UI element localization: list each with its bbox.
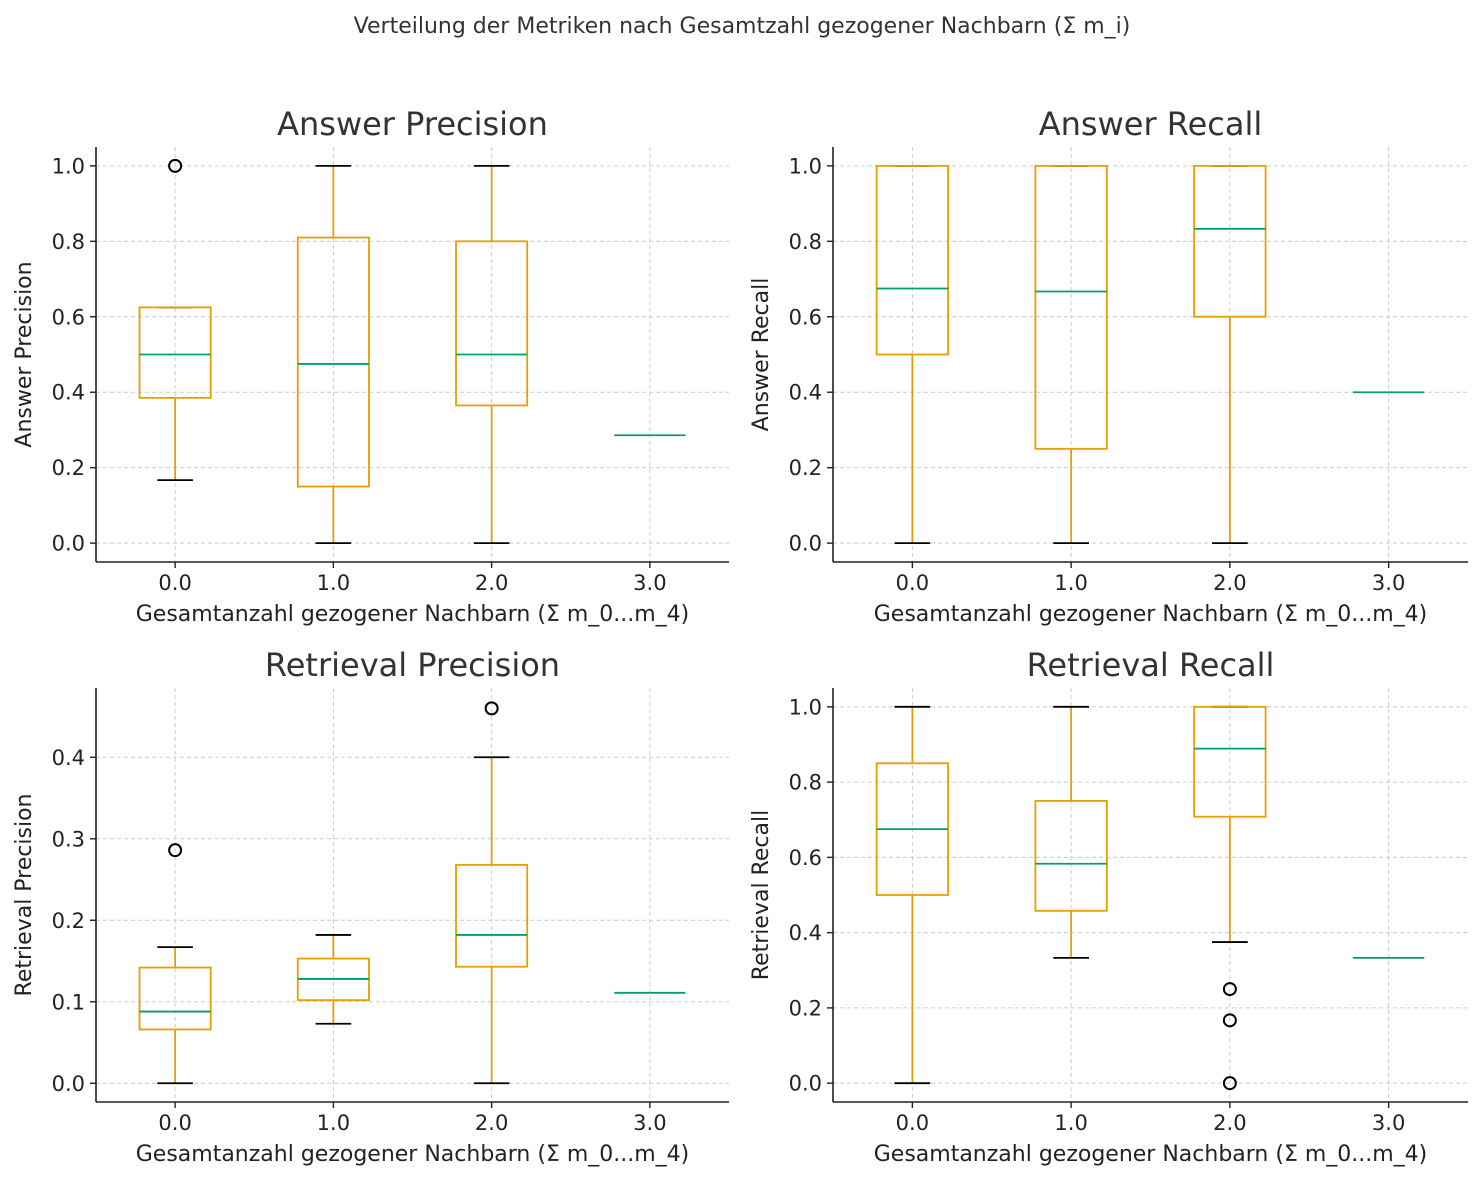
y-tick-label: 0.6 — [52, 305, 85, 329]
outlier-point — [1222, 982, 1237, 997]
x-tick-label: 0.0 — [158, 1111, 191, 1135]
figure-suptitle: Verteilung der Metriken nach Gesamtzahl … — [354, 14, 1131, 39]
box-2.0 — [455, 164, 529, 545]
x-tick-label: 2.0 — [1213, 1111, 1246, 1135]
y-tick-label: 0.0 — [52, 1072, 85, 1096]
y-tick-label: 1.0 — [52, 154, 85, 178]
outlier-point — [1222, 1013, 1237, 1028]
y-axis-label: Answer Recall — [749, 278, 774, 432]
y-tick-label: 0.2 — [52, 909, 85, 933]
box-0.0 — [875, 705, 949, 1085]
y-tick-label: 1.0 — [789, 154, 822, 178]
y-tick-label: 0.0 — [789, 532, 822, 556]
box-0.0 — [138, 843, 212, 1085]
x-axis-label: Gesamtanzahl gezogener Nachbarn (Σ m_0..… — [874, 1142, 1428, 1167]
subplot-grid: 0.0 0.2 0.4 0.6 0.8 1.0 0.0 1.0 2.0 3.0 Answer Pre… — [12, 105, 1468, 1167]
y-tick-label: 0.4 — [52, 746, 85, 770]
x-tick-label: 2.0 — [475, 1111, 508, 1135]
iqr-box — [1034, 800, 1108, 912]
x-tick-label: 0.0 — [896, 571, 929, 595]
outlier-point — [1222, 1076, 1237, 1091]
subplot-3: 0.0 0.1 0.2 0.3 0.4 0.0 1.0 2.0 3.0 Retrieval Pre… — [12, 646, 729, 1167]
iqr-box — [1193, 164, 1267, 318]
y-tick-label: 0.2 — [789, 996, 822, 1020]
y-tick-label: 0.4 — [52, 381, 85, 405]
subplot-4: 0.0 0.2 0.4 0.6 0.8 1.0 0.0 1.0 2.0 3.0 Retrieval … — [749, 646, 1468, 1167]
box-2.0 — [1193, 705, 1267, 1091]
y-tick-label: 0.4 — [789, 921, 822, 945]
iqr-box — [138, 306, 212, 399]
box-1.0 — [1034, 705, 1108, 959]
y-tick-label: 1.0 — [789, 695, 822, 719]
y-axis-label: Answer Precision — [12, 261, 37, 447]
y-tick-label: 0.2 — [789, 456, 822, 480]
outlier-point — [168, 158, 183, 173]
y-tick-label: 0.0 — [789, 1072, 822, 1096]
y-tick-label: 0.0 — [52, 532, 85, 556]
subplot-title: Retrieval Precision — [265, 646, 560, 684]
y-tick-label: 0.6 — [789, 846, 822, 870]
x-tick-label: 2.0 — [1213, 571, 1246, 595]
box-0.0 — [138, 158, 212, 482]
iqr-box — [455, 240, 529, 407]
iqr-box — [296, 236, 370, 488]
subplot-title: Answer Recall — [1039, 105, 1263, 143]
x-tick-label: 3.0 — [633, 571, 666, 595]
y-tick-label: 0.3 — [52, 827, 85, 851]
iqr-box — [138, 966, 212, 1031]
x-axis-label: Gesamtanzahl gezogener Nachbarn (Σ m_0..… — [136, 1142, 690, 1167]
subplot-title: Answer Precision — [277, 105, 548, 143]
box-2.0 — [1193, 164, 1267, 545]
box-1.0 — [1034, 164, 1108, 545]
x-tick-label: 3.0 — [1372, 1111, 1405, 1135]
y-axis-label: Retrieval Recall — [749, 810, 774, 980]
iqr-box — [875, 164, 949, 356]
y-tick-label: 0.2 — [52, 456, 85, 480]
y-tick-label: 0.6 — [789, 305, 822, 329]
iqr-box — [1193, 705, 1267, 818]
x-tick-label: 1.0 — [1054, 1111, 1087, 1135]
x-tick-label: 3.0 — [633, 1111, 666, 1135]
outlier-point — [168, 843, 183, 858]
y-tick-label: 0.8 — [789, 230, 822, 254]
x-axis-label: Gesamtanzahl gezogener Nachbarn (Σ m_0..… — [136, 602, 690, 627]
box-1.0 — [296, 934, 370, 1025]
y-tick-label: 0.8 — [52, 230, 85, 254]
box-0.0 — [875, 164, 949, 545]
subplot-title: Retrieval Recall — [1027, 646, 1275, 684]
x-tick-label: 1.0 — [1054, 571, 1087, 595]
x-tick-label: 2.0 — [475, 571, 508, 595]
subplot-2: 0.0 0.2 0.4 0.6 0.8 1.0 0.0 1.0 2.0 3.0 Answer Rec… — [749, 105, 1468, 627]
y-tick-label: 0.1 — [52, 990, 85, 1014]
x-tick-label: 1.0 — [317, 1111, 350, 1135]
subplot-1: 0.0 0.2 0.4 0.6 0.8 1.0 0.0 1.0 2.0 3.0 Answer Pre… — [12, 105, 729, 627]
iqr-box — [455, 863, 529, 968]
y-tick-label: 0.4 — [789, 381, 822, 405]
box-2.0 — [455, 701, 529, 1085]
x-tick-label: 3.0 — [1372, 571, 1405, 595]
x-tick-label: 0.0 — [896, 1111, 929, 1135]
y-axis-label: Retrieval Precision — [12, 794, 37, 997]
outlier-point — [484, 701, 499, 716]
x-tick-label: 1.0 — [317, 571, 350, 595]
x-axis-label: Gesamtanzahl gezogener Nachbarn (Σ m_0..… — [874, 602, 1428, 627]
x-tick-label: 0.0 — [158, 571, 191, 595]
y-tick-label: 0.8 — [789, 771, 822, 795]
iqr-box — [1034, 164, 1108, 450]
box-1.0 — [296, 164, 370, 545]
